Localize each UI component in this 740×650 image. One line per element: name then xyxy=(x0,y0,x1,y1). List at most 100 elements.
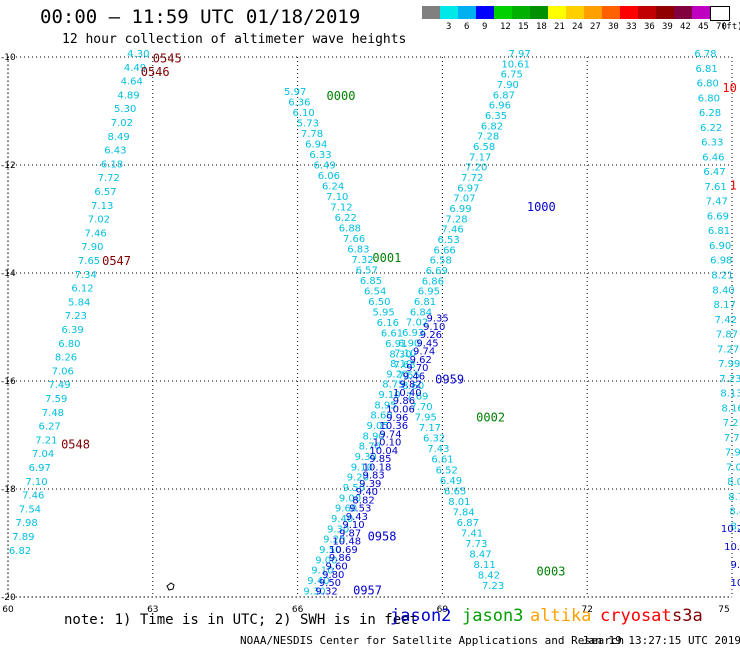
swh-value: 9.00 xyxy=(315,555,337,566)
swh-value: 9.30 xyxy=(303,586,325,597)
swh-value: 8.60 xyxy=(370,411,392,422)
swh-value: 9.50 xyxy=(319,545,341,556)
time-label: 0957 xyxy=(353,583,382,597)
swh-value: 6.18 xyxy=(101,159,123,170)
swh-value: 9.82 xyxy=(400,380,422,391)
lat-tick-label: -12 xyxy=(1,161,16,171)
swh-value: 7.75 xyxy=(724,433,740,444)
swh-value: 8.82 xyxy=(352,495,374,506)
swh-value: 6.66 xyxy=(434,245,456,256)
legend-swatch xyxy=(620,6,638,19)
legend-label: 21 xyxy=(554,22,565,32)
swh-value: 7.84 xyxy=(452,507,474,518)
credit-text: NOAA/NESDIS Center for Satellite Applica… xyxy=(240,634,625,647)
swh-value: 6.50 xyxy=(368,297,390,308)
swh-value: 7.96 xyxy=(725,448,740,459)
legend-swatch xyxy=(638,6,656,19)
swh-value: 7.43 xyxy=(427,444,449,455)
swh-value: 6.80 xyxy=(58,339,80,350)
swh-value: 8.21 xyxy=(711,270,733,281)
swh-value: 8.40 xyxy=(729,507,740,518)
swh-value: 6.33 xyxy=(309,150,331,161)
swh-value: 10.1 xyxy=(731,578,740,589)
swh-value: 9.86 xyxy=(393,396,415,407)
page-subtitle: 12 hour collection of altimeter wave hei… xyxy=(62,32,407,47)
legend-label: 15 xyxy=(518,22,529,32)
swh-value: 9.20 xyxy=(386,369,408,380)
swh-value: 4.89 xyxy=(117,90,139,101)
swh-value: 9.60 xyxy=(326,562,348,573)
swh-value: 7.02 xyxy=(111,118,133,129)
swh-value: 6.95 xyxy=(418,287,440,298)
swh-value: 6.65 xyxy=(444,486,466,497)
swh-value: 7.59 xyxy=(45,394,67,405)
legend-swatch xyxy=(710,6,730,21)
swh-value: 7.55 xyxy=(398,371,420,382)
time-label: 0000 xyxy=(327,89,356,103)
swh-value: 7.73 xyxy=(465,539,487,550)
legend-label: 24 xyxy=(572,22,583,32)
swh-value: 8.90 xyxy=(363,431,385,442)
swh-value: 7.09 xyxy=(726,462,740,473)
swh-value: 9.35 xyxy=(426,314,448,325)
legend-label: 9 xyxy=(482,22,488,32)
swh-value: 7.06 xyxy=(52,366,74,377)
satellite-cryosat: cryosat xyxy=(600,606,672,626)
swh-value: 7.95 xyxy=(415,413,437,424)
legend-swatch xyxy=(692,6,710,19)
swh-value: 10.40 xyxy=(393,388,422,399)
legend-swatch xyxy=(674,6,692,19)
swh-value: 7.72 xyxy=(461,173,483,184)
swh-value: 8.50 xyxy=(731,522,740,533)
swh-value: 9.10 xyxy=(378,390,400,401)
swh-value: 5.95 xyxy=(372,308,394,319)
swh-value: 7.72 xyxy=(98,173,120,184)
swh-value: 6.90 xyxy=(709,241,731,252)
swh-value: 6.16 xyxy=(377,318,399,329)
time-label: 0546 xyxy=(141,65,170,79)
swh-value: 10.18 xyxy=(363,462,392,473)
swh-value: 6.81 xyxy=(708,226,730,237)
legend-label: 33 xyxy=(626,22,637,32)
time-label: 0001 xyxy=(372,251,401,265)
swh-value: 6.28 xyxy=(699,108,721,119)
swh-value: 7.23 xyxy=(719,374,740,385)
lat-tick-label: -14 xyxy=(1,269,16,279)
lon-tick-label: 69 xyxy=(437,605,449,615)
swh-value: 8.95 xyxy=(374,400,396,411)
time-label: 0545 xyxy=(153,51,182,65)
swh-value: 6.97 xyxy=(29,463,51,474)
swh-value: 7.98 xyxy=(16,518,38,529)
swh-value: 6.57 xyxy=(94,187,116,198)
swh-value: 9.74 xyxy=(413,347,435,358)
swh-value: 8.17 xyxy=(714,300,736,311)
swh-value: 7.69 xyxy=(406,392,428,403)
swh-value: 8.16 xyxy=(721,403,740,414)
swh-value: 8.40 xyxy=(712,285,734,296)
swh-value: 6.80 xyxy=(697,79,719,90)
time-label: 0548 xyxy=(61,438,90,452)
lon-tick-label: 60 xyxy=(2,605,14,615)
swh-value: 6.32 xyxy=(423,434,445,445)
swh-value: 9.30 xyxy=(327,524,349,535)
swh-value: 9.40 xyxy=(307,576,329,587)
legend-swatch xyxy=(566,6,584,19)
legend-label: 36 xyxy=(644,22,655,32)
swh-value: 9.46 xyxy=(403,371,425,382)
legend-label: 30 xyxy=(608,22,619,32)
swh-value: 6.69 xyxy=(426,266,448,277)
swh-value: 7.17 xyxy=(469,152,491,163)
legend-swatch xyxy=(584,6,602,19)
legend-label: 3 xyxy=(446,22,452,32)
swh-value: 7.10 xyxy=(326,192,348,203)
swh-value: 6.91 xyxy=(385,339,407,350)
swh-value: 7.89 xyxy=(12,532,34,543)
swh-value: 6.90 xyxy=(398,338,420,349)
swh-value: 7.46 xyxy=(22,491,44,502)
swh-value: 7.99 xyxy=(718,359,740,370)
time-label: 0958 xyxy=(368,529,397,543)
lat-tick-label: -16 xyxy=(1,377,16,387)
swh-value: 7.10 xyxy=(394,349,416,360)
island-outline xyxy=(166,582,175,591)
